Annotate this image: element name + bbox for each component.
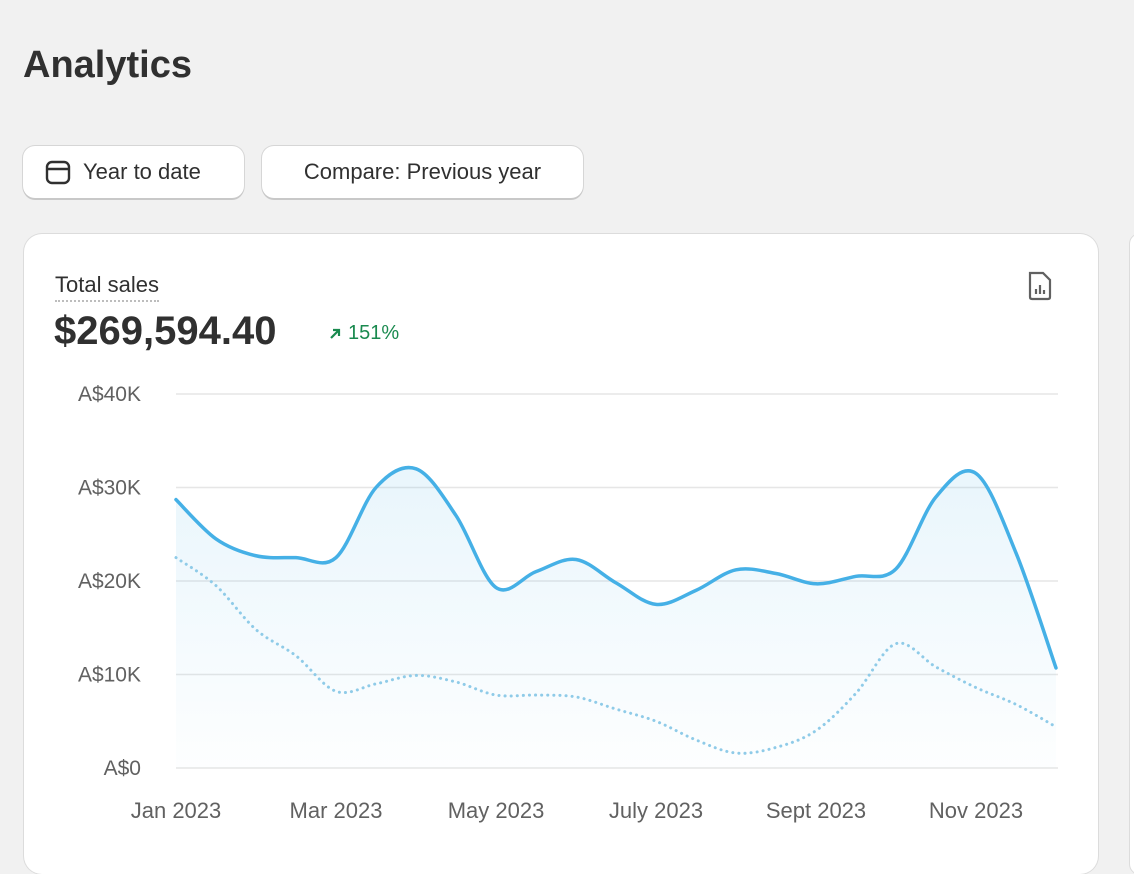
report-icon[interactable]	[1026, 270, 1054, 302]
x-tick-label: May 2023	[448, 798, 545, 823]
page: Analytics Year to date Compare: Previous…	[23, 44, 1134, 874]
x-tick-label: Jan 2023	[131, 798, 222, 823]
area-fill	[176, 467, 1056, 768]
x-tick-label: Sept 2023	[766, 798, 866, 823]
metric-change: 151%	[328, 322, 399, 345]
y-tick-label: A$10K	[78, 664, 141, 687]
metric-label: Total sales	[55, 272, 159, 302]
y-tick-label: A$30K	[78, 477, 141, 500]
page-title: Analytics	[23, 44, 192, 86]
y-tick-label: A$40K	[78, 383, 141, 406]
calendar-icon	[45, 160, 71, 185]
series-line	[174, 465, 1058, 670]
compare-button[interactable]: Compare: Previous year	[262, 146, 583, 198]
change-value: 151%	[348, 322, 400, 344]
chart: A$0 A$10K A$20K A$30K A$40K Jan 2023 Mar 2023 M…	[78, 383, 1058, 823]
date-button-label: Year to date	[83, 159, 201, 184]
x-tick-label: Mar 2023	[290, 798, 383, 823]
x-tick-label: Nov 2023	[929, 798, 1023, 823]
y-tick-label: A$0	[104, 757, 141, 780]
up-arrow-icon	[330, 328, 341, 339]
compare-button-label: Compare: Previous year	[303, 159, 542, 184]
x-tick-label: July 2023	[609, 798, 703, 823]
metric-value: $269,594.40	[54, 309, 277, 353]
next-card	[1130, 234, 1134, 874]
date-button[interactable]: Year to date	[23, 146, 244, 198]
y-tick-label: A$20K	[78, 570, 141, 593]
